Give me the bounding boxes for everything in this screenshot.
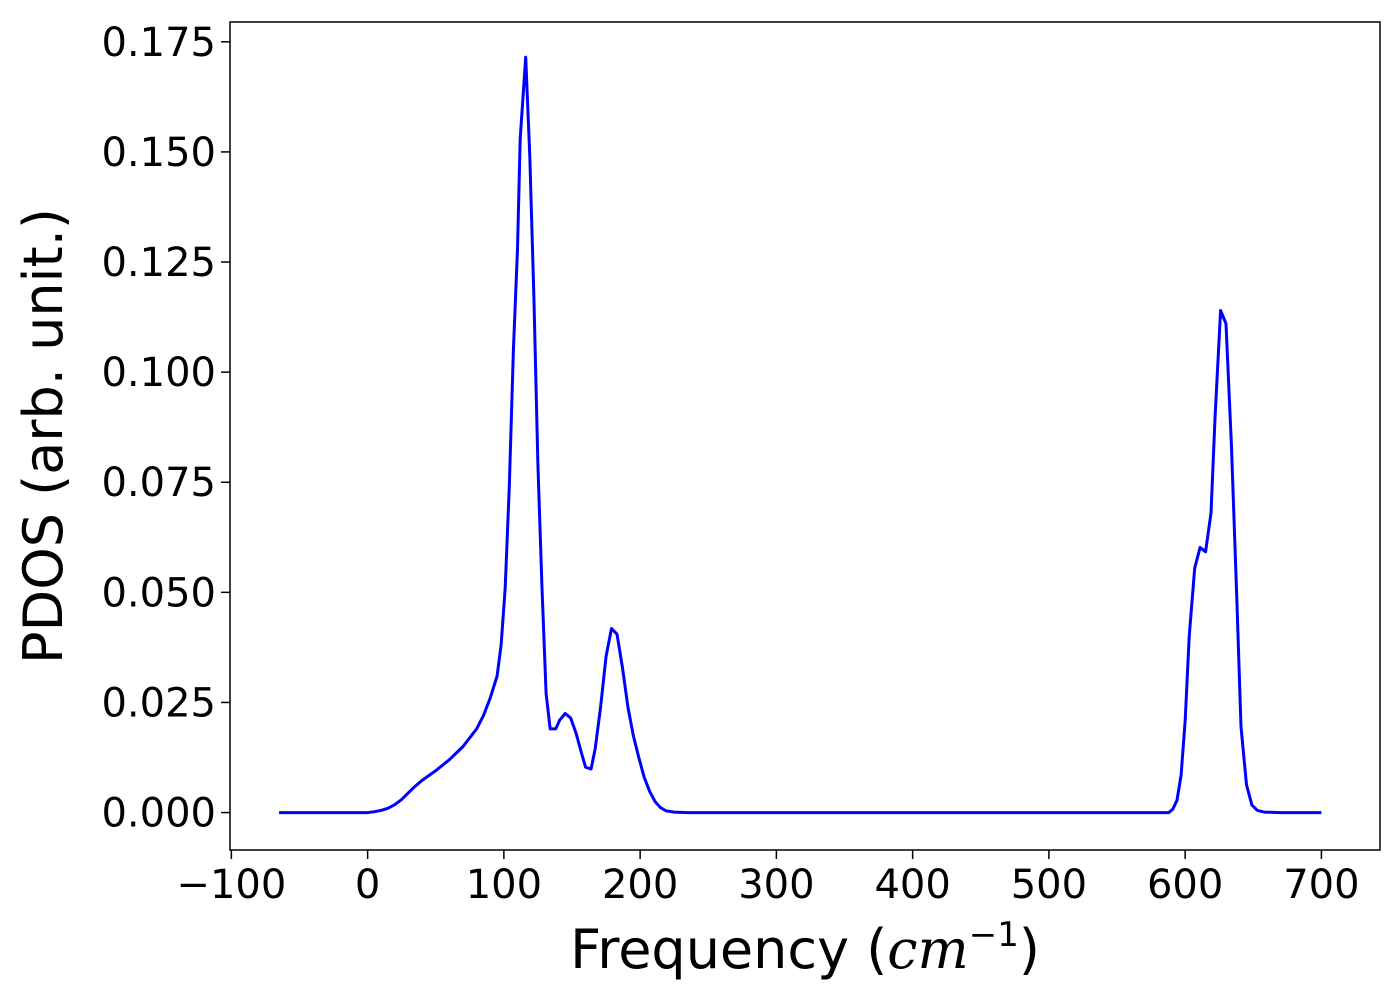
- plot-frame: [229, 21, 1381, 851]
- x-axis-ticks: −100 0 100 200 300 400 500 600 700: [176, 850, 1360, 908]
- plot-area: [230, 22, 1380, 850]
- y-tick-label: 0.000: [101, 791, 216, 837]
- x-tick-label: 600: [1147, 862, 1223, 908]
- y-tick-label: 0.100: [101, 350, 216, 396]
- y-tick-label: 0.050: [101, 570, 216, 616]
- y-axis-label: PDOS (arb. unit.): [12, 208, 75, 664]
- y-tick-label: 0.075: [101, 460, 216, 506]
- x-tick-label: 200: [602, 862, 678, 908]
- y-tick-label: 0.025: [101, 680, 216, 726]
- pdos-series-line: [279, 55, 1322, 815]
- x-tick-label: −100: [176, 862, 286, 908]
- x-tick-label: 300: [738, 862, 814, 908]
- x-axis-label: Frequency (cm−1): [570, 915, 1040, 981]
- x-tick-label: 700: [1283, 862, 1359, 908]
- y-tick-label: 0.150: [101, 130, 216, 176]
- x-tick-label: 0: [355, 862, 380, 908]
- y-tick-label: 0.125: [101, 240, 216, 286]
- x-tick-label: 500: [1011, 862, 1087, 908]
- y-axis-ticks: 0.000 0.025 0.050 0.075 0.100 0.125 0.150 0.175: [101, 20, 230, 837]
- x-tick-label: 400: [874, 862, 950, 908]
- y-tick-label: 0.175: [101, 20, 216, 66]
- x-tick-label: 100: [466, 862, 542, 908]
